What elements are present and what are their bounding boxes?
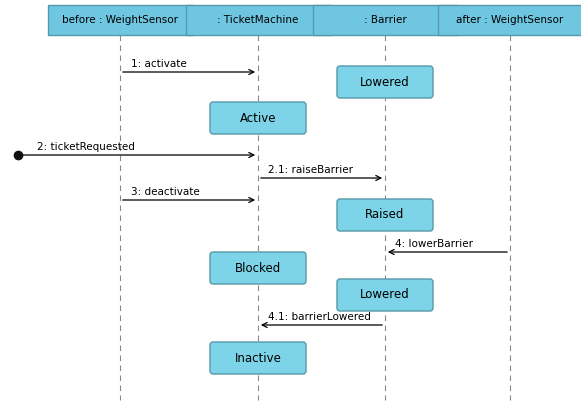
FancyBboxPatch shape <box>337 199 433 231</box>
Text: before : WeightSensor: before : WeightSensor <box>62 15 178 25</box>
Text: : TicketMachine: : TicketMachine <box>217 15 299 25</box>
Text: : Barrier: : Barrier <box>364 15 406 25</box>
Text: 4.1: barrierLowered: 4.1: barrierLowered <box>268 312 371 322</box>
Text: 1: activate: 1: activate <box>131 59 187 69</box>
Text: 2.1: raiseBarrier: 2.1: raiseBarrier <box>268 165 353 175</box>
Text: Inactive: Inactive <box>235 352 281 365</box>
Text: Active: Active <box>240 111 276 124</box>
Text: 4: lowerBarrier: 4: lowerBarrier <box>395 239 473 249</box>
Text: after : WeightSensor: after : WeightSensor <box>456 15 564 25</box>
FancyBboxPatch shape <box>337 279 433 311</box>
FancyBboxPatch shape <box>48 5 192 35</box>
Text: Lowered: Lowered <box>360 288 410 301</box>
Text: Blocked: Blocked <box>235 262 281 275</box>
FancyBboxPatch shape <box>210 102 306 134</box>
FancyBboxPatch shape <box>437 5 581 35</box>
FancyBboxPatch shape <box>313 5 457 35</box>
FancyBboxPatch shape <box>210 342 306 374</box>
FancyBboxPatch shape <box>210 252 306 284</box>
Text: 3: deactivate: 3: deactivate <box>131 187 200 197</box>
Text: 2: ticketRequested: 2: ticketRequested <box>37 142 135 152</box>
FancyBboxPatch shape <box>185 5 331 35</box>
Text: Lowered: Lowered <box>360 75 410 89</box>
Text: Raised: Raised <box>365 209 405 222</box>
FancyBboxPatch shape <box>337 66 433 98</box>
